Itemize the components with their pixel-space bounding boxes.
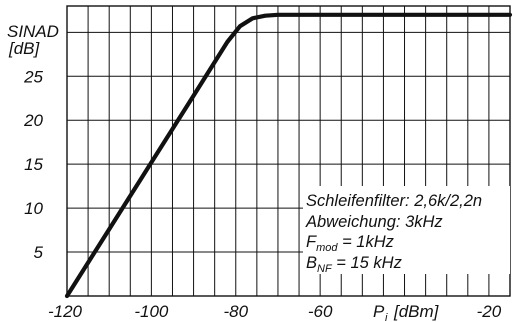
svg-text:P: P: [373, 302, 385, 321]
x-tick-labels: -120 -100 -80 -60 -20: [48, 302, 502, 321]
y-axis-label-line1: SINAD: [7, 22, 59, 41]
svg-text:[dBm]: [dBm]: [393, 302, 440, 321]
x-tick-label-3: -60: [308, 302, 333, 321]
y-tick-label-0: 5: [34, 243, 44, 262]
x-tick-label-2: -80: [223, 302, 248, 321]
annotation-box: Schleifenfilter: 2,6k/2,2n Abweichung: 3…: [303, 186, 510, 275]
plot-frame: [66, 5, 511, 297]
x-tick-label-1: -100: [134, 302, 169, 321]
x-tick-label-0: -120: [48, 302, 83, 321]
x-tick-label-5: -20: [477, 302, 502, 321]
y-tick-label-4: 25: [23, 67, 43, 86]
y-axis-label-line2: [dB]: [8, 39, 41, 58]
y-tick-label-3: 20: [23, 111, 43, 130]
x-axis-label: P i [dBm]: [373, 302, 440, 322]
annotation-line-1: Schleifenfilter: 2,6k/2,2n: [306, 192, 482, 210]
y-tick-labels: 5 10 15 20 25: [23, 67, 43, 262]
sinad-curve: [64, 12, 513, 299]
y-tick-label-1: 10: [24, 199, 43, 218]
annotation-line-3: Fmod = 1kHz: [306, 233, 395, 254]
svg-text:i: i: [385, 312, 388, 322]
annotation-line-4: BNF = 15 kHz: [306, 254, 403, 275]
annotation-line-2: Abweichung: 3kHz: [305, 213, 443, 231]
y-tick-label-2: 15: [24, 155, 43, 174]
annotation-background: [303, 186, 510, 274]
